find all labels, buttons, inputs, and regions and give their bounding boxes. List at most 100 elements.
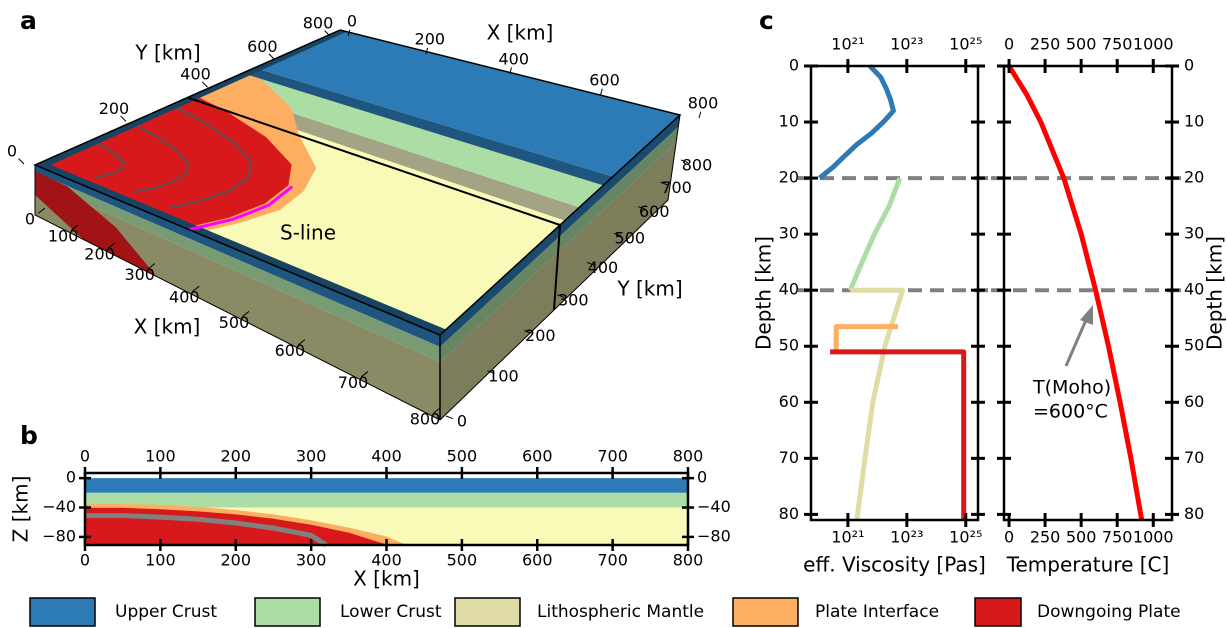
arrowhead [1080, 305, 1093, 325]
profile-line [830, 352, 964, 520]
x-tick-label: 800 [673, 551, 704, 570]
arrow [1066, 320, 1086, 366]
y-tick-label: 70 [1184, 448, 1204, 467]
axis-label: Y [km] [616, 277, 682, 301]
y-tick-label: 0 [789, 56, 799, 75]
tick-mark [446, 416, 453, 419]
annotation: T(Moho) [1032, 377, 1111, 399]
tick-label: 200 [525, 326, 556, 345]
y-tick-label: 50 [1184, 336, 1204, 355]
tick-label: 0 [347, 12, 357, 31]
tick-label: 600 [247, 37, 278, 56]
tick-label: 0 [457, 412, 467, 431]
x-tick-label: 100 [145, 551, 176, 570]
x-tick-label: 1000 [1133, 35, 1174, 54]
x-tick-label: 200 [220, 551, 251, 570]
y-tick-label: 30 [1184, 224, 1204, 243]
x-tick-label: 400 [371, 447, 402, 466]
legend-swatch [975, 598, 1021, 626]
y-tick-label: 40 [1184, 280, 1204, 299]
profile-line [820, 66, 894, 178]
legend-label: Lithospheric Mantle [537, 602, 704, 622]
layer-band [85, 478, 688, 493]
tick-label: 200 [99, 99, 130, 118]
tick-label: 400 [180, 65, 211, 84]
tick-label: 800 [410, 410, 441, 429]
axis-label: Z [km] [9, 476, 33, 543]
tick-label: 400 [498, 49, 529, 68]
axis-label: X [km] [134, 315, 201, 339]
tick-label: 500 [219, 313, 250, 332]
y-tick-label: 80 [779, 504, 799, 523]
legend-swatch [30, 598, 95, 626]
x-tick-label: 100 [145, 447, 176, 466]
tick-label: 400 [588, 258, 619, 277]
tick-label: 100 [48, 226, 79, 245]
x-tick-label: 500 [1066, 35, 1097, 54]
tick-label: 200 [415, 30, 446, 49]
tick-label: 300 [558, 290, 589, 309]
tick-label: 800 [682, 156, 713, 175]
frame [1004, 66, 1172, 520]
x-tick-label: 750 [1102, 528, 1133, 547]
legend-label: Lower Crust [340, 602, 442, 622]
x-tick-label: 500 [447, 447, 478, 466]
x-tick-label: 300 [296, 447, 327, 466]
y-tick-label: 30 [779, 224, 799, 243]
tick-label: 700 [661, 178, 692, 197]
axis-label: eff. Viscosity [Pas] [803, 553, 986, 577]
y-tick-label: 0 [1184, 56, 1194, 75]
x-tick-label: 200 [220, 447, 251, 466]
x-tick-label: 500 [447, 551, 478, 570]
tick-mark [601, 89, 603, 95]
tick-mark [19, 159, 24, 164]
x-tick-label: 250 [1030, 528, 1061, 547]
axis-label: Temperature [C] [1006, 553, 1170, 577]
x-tick-label: 250 [1030, 35, 1061, 54]
layer-band [85, 493, 688, 508]
legend-swatch [255, 598, 320, 626]
axis-label: X [km] [353, 567, 420, 591]
y-tick-label: 0 [697, 468, 707, 487]
profile-line [1009, 66, 1142, 520]
y-tick-label: 50 [779, 336, 799, 355]
tick-label: 200 [84, 245, 115, 264]
axis-label: Y [km] [134, 41, 200, 65]
x-tick-label: 600 [522, 551, 553, 570]
tick-mark [699, 112, 701, 118]
axis-label: X [km] [487, 21, 554, 45]
x-tick-label: 10²¹ [831, 528, 864, 547]
panel-label: a [20, 6, 37, 35]
y-tick-label: 60 [1184, 392, 1204, 411]
x-tick-label: 10²⁵ [949, 528, 982, 547]
legend-swatch [733, 598, 798, 626]
y-tick-label: −80 [697, 526, 731, 545]
x-tick-label: 700 [597, 447, 628, 466]
tick-label: 700 [338, 373, 369, 392]
x-tick-label: 700 [597, 551, 628, 570]
x-tick-label: 0 [80, 551, 90, 570]
tick-label: 0 [7, 142, 17, 161]
annotation: S-line [280, 221, 336, 245]
y-tick-label: 20 [1184, 168, 1204, 187]
tick-label: 300 [124, 265, 155, 284]
y-tick-label: 40 [779, 280, 799, 299]
panel-label: b [20, 421, 38, 450]
y-tick-label: −80 [42, 526, 76, 545]
tick-label: 500 [615, 229, 646, 248]
y-tick-label: −40 [42, 497, 76, 516]
x-tick-label: 10²³ [890, 35, 923, 54]
tick-label: 100 [488, 366, 519, 385]
x-tick-label: 10²¹ [831, 35, 864, 54]
x-tick-label: 500 [1066, 528, 1097, 547]
x-tick-label: 300 [296, 551, 327, 570]
figure: S-line0100200300400500600700800010020030… [0, 0, 1227, 628]
y-tick-label: 80 [1184, 504, 1204, 523]
y-tick-label: 20 [779, 168, 799, 187]
y-tick-label: 70 [779, 448, 799, 467]
axis-label: Depth [km] [1203, 236, 1227, 350]
tick-label: 600 [275, 341, 306, 360]
x-tick-label: 800 [673, 447, 704, 466]
tick-label: 800 [303, 14, 334, 33]
tick-label: 400 [169, 288, 200, 307]
